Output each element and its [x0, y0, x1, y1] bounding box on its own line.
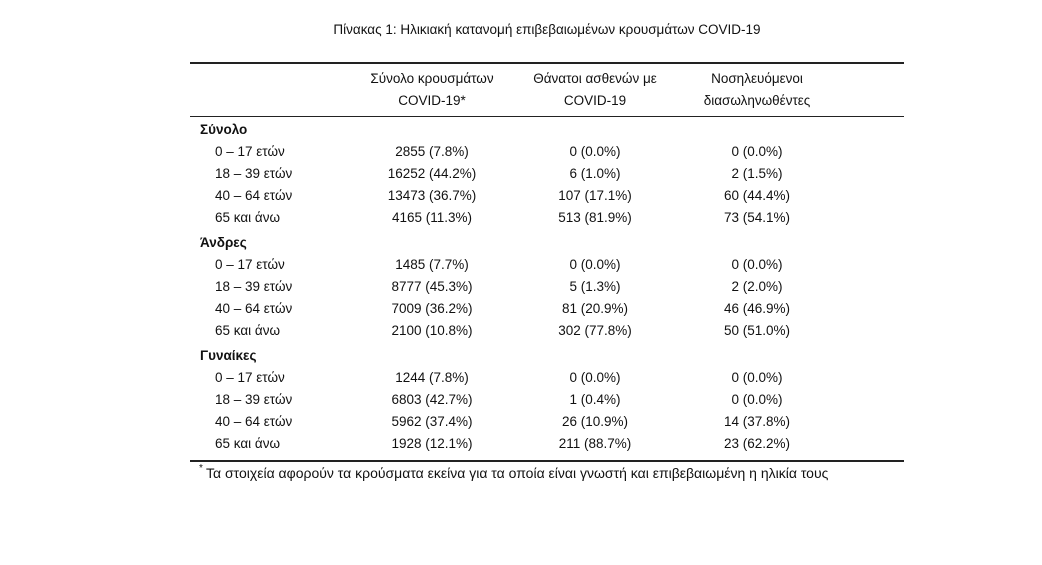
cell: 0 (0.0%): [731, 257, 783, 272]
cell: 6803 (42.7%): [391, 392, 473, 407]
column-header: Σύνολο κρουσμάτων: [370, 71, 494, 86]
row-label: 40 – 64 ετών: [215, 414, 293, 429]
row-label: 0 – 17 ετών: [215, 257, 285, 272]
header-rule: [190, 116, 904, 117]
row-label: 18 – 39 ετών: [215, 392, 293, 407]
cell: 26 (10.9%): [561, 414, 629, 429]
footnote: Τα στοιχεία αφορούν τα κρούσματα εκείνα …: [206, 465, 829, 481]
row-label: 65 και άνω: [215, 210, 281, 225]
row-label: 40 – 64 ετών: [215, 301, 293, 316]
row-label: 18 – 39 ετών: [215, 166, 293, 181]
row-label: 65 και άνω: [215, 323, 281, 338]
cell: 211 (88.7%): [558, 436, 632, 451]
cell: 2 (1.5%): [731, 166, 783, 181]
cell: 0 (0.0%): [569, 144, 621, 159]
cell: 81 (20.9%): [561, 301, 629, 316]
cell: 5 (1.3%): [569, 279, 621, 294]
cell: 1928 (12.1%): [391, 436, 473, 451]
group-label: Γυναίκες: [200, 348, 257, 363]
footnote-mark: *: [199, 463, 203, 474]
row-label: 0 – 17 ετών: [215, 370, 285, 385]
row-label: 40 – 64 ετών: [215, 188, 293, 203]
group-label: Σύνολο: [200, 122, 248, 137]
column-header: διασωληνωθέντες: [703, 93, 811, 108]
cell: 513 (81.9%): [558, 210, 632, 225]
cell: 2 (2.0%): [731, 279, 783, 294]
cell: 2100 (10.8%): [391, 323, 473, 338]
row-label: 0 – 17 ετών: [215, 144, 285, 159]
table-title: Πίνακας 1: Ηλικιακή κατανομή επιβεβαιωμέ…: [333, 22, 761, 37]
cell: 6 (1.0%): [569, 166, 621, 181]
cell: 1485 (7.7%): [395, 257, 469, 272]
cell: 107 (17.1%): [558, 188, 632, 203]
group-label: Άνδρες: [200, 235, 247, 250]
cell: 0 (0.0%): [731, 392, 783, 407]
cell: 0 (0.0%): [569, 257, 621, 272]
cell: 50 (51.0%): [723, 323, 791, 338]
cell: 7009 (36.2%): [391, 301, 473, 316]
cell: 1 (0.4%): [569, 392, 621, 407]
cell: 2855 (7.8%): [395, 144, 469, 159]
bottom-rule: [190, 460, 904, 462]
cell: 60 (44.4%): [723, 188, 791, 203]
column-header: Θάνατοι ασθενών με: [533, 71, 657, 86]
column-header: COVID-19: [563, 93, 627, 108]
column-header: Νοσηλευόμενοι: [711, 71, 803, 86]
cell: 4165 (11.3%): [391, 210, 473, 225]
column-header: COVID-19*: [398, 93, 466, 108]
cell: 0 (0.0%): [731, 370, 783, 385]
cell: 5962 (37.4%): [391, 414, 473, 429]
cell: 302 (77.8%): [558, 323, 632, 338]
cell: 8777 (45.3%): [391, 279, 473, 294]
cell: 23 (62.2%): [723, 436, 791, 451]
top-rule: [190, 62, 904, 64]
cell: 13473 (36.7%): [387, 188, 477, 203]
cell: 0 (0.0%): [731, 144, 783, 159]
row-label: 65 και άνω: [215, 436, 281, 451]
row-label: 18 – 39 ετών: [215, 279, 293, 294]
cell: 46 (46.9%): [723, 301, 791, 316]
cell: 73 (54.1%): [723, 210, 791, 225]
cell: 1244 (7.8%): [395, 370, 469, 385]
cell: 14 (37.8%): [723, 414, 791, 429]
cell: 0 (0.0%): [569, 370, 621, 385]
cell: 16252 (44.2%): [387, 166, 477, 181]
